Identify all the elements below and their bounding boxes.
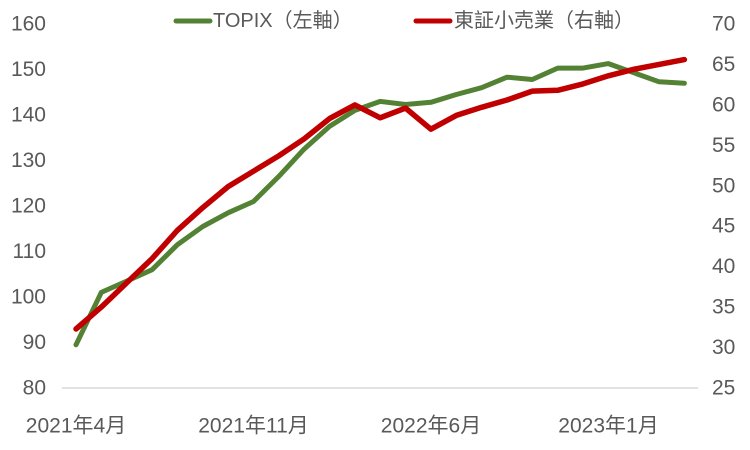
left-axis-tick-label: 80 (23, 377, 46, 400)
right-axis-tick-label: 45 (712, 215, 735, 238)
left-axis-tick-label: 120 (11, 195, 46, 218)
left-axis-tick-label: 150 (11, 58, 46, 81)
topix-line-series (73, 61, 687, 348)
legend: TOPIX（左軸） 東証小売業（右軸） (173, 9, 634, 32)
right-axis-tick-label: 65 (712, 53, 735, 76)
right-axis-tick-label: 40 (712, 255, 735, 278)
right-axis-tick-label: 70 (712, 13, 735, 36)
right-axis-tick-label: 35 (712, 296, 735, 319)
retail-line-series (73, 56, 688, 332)
x-axis-tick-label: 2021年11月 (198, 415, 309, 438)
topix-legend-label: TOPIX（左軸） (213, 9, 353, 32)
x-axis: 2021年4月 2021年11月 2022年6月 2023年1月 (26, 415, 659, 438)
left-axis-tick-label: 130 (11, 149, 46, 172)
right-axis-tick-label: 55 (712, 134, 735, 157)
right-axis-tick-label: 60 (712, 93, 735, 116)
right-axis-tick-label: 30 (712, 336, 735, 359)
x-axis-tick-label: 2022年6月 (381, 415, 481, 438)
x-axis-tick-label: 2021年4月 (26, 415, 126, 438)
left-axis-tick-label: 100 (11, 286, 46, 309)
left-axis-tick-label: 90 (23, 331, 46, 354)
x-axis-tick-label: 2023年1月 (558, 415, 658, 438)
right-axis-tick-label: 25 (712, 377, 735, 400)
right-axis-tick-label: 50 (712, 174, 735, 197)
left-axis-tick-label: 160 (11, 13, 46, 36)
left-axis: 160 150 140 130 120 110 100 90 80 (11, 13, 46, 400)
left-axis-tick-label: 110 (13, 240, 46, 263)
right-axis: 70 65 60 55 50 45 40 35 30 25 (712, 13, 735, 400)
retail-legend-label: 東証小売業（右軸） (454, 9, 634, 32)
left-axis-tick-label: 140 (11, 104, 46, 127)
